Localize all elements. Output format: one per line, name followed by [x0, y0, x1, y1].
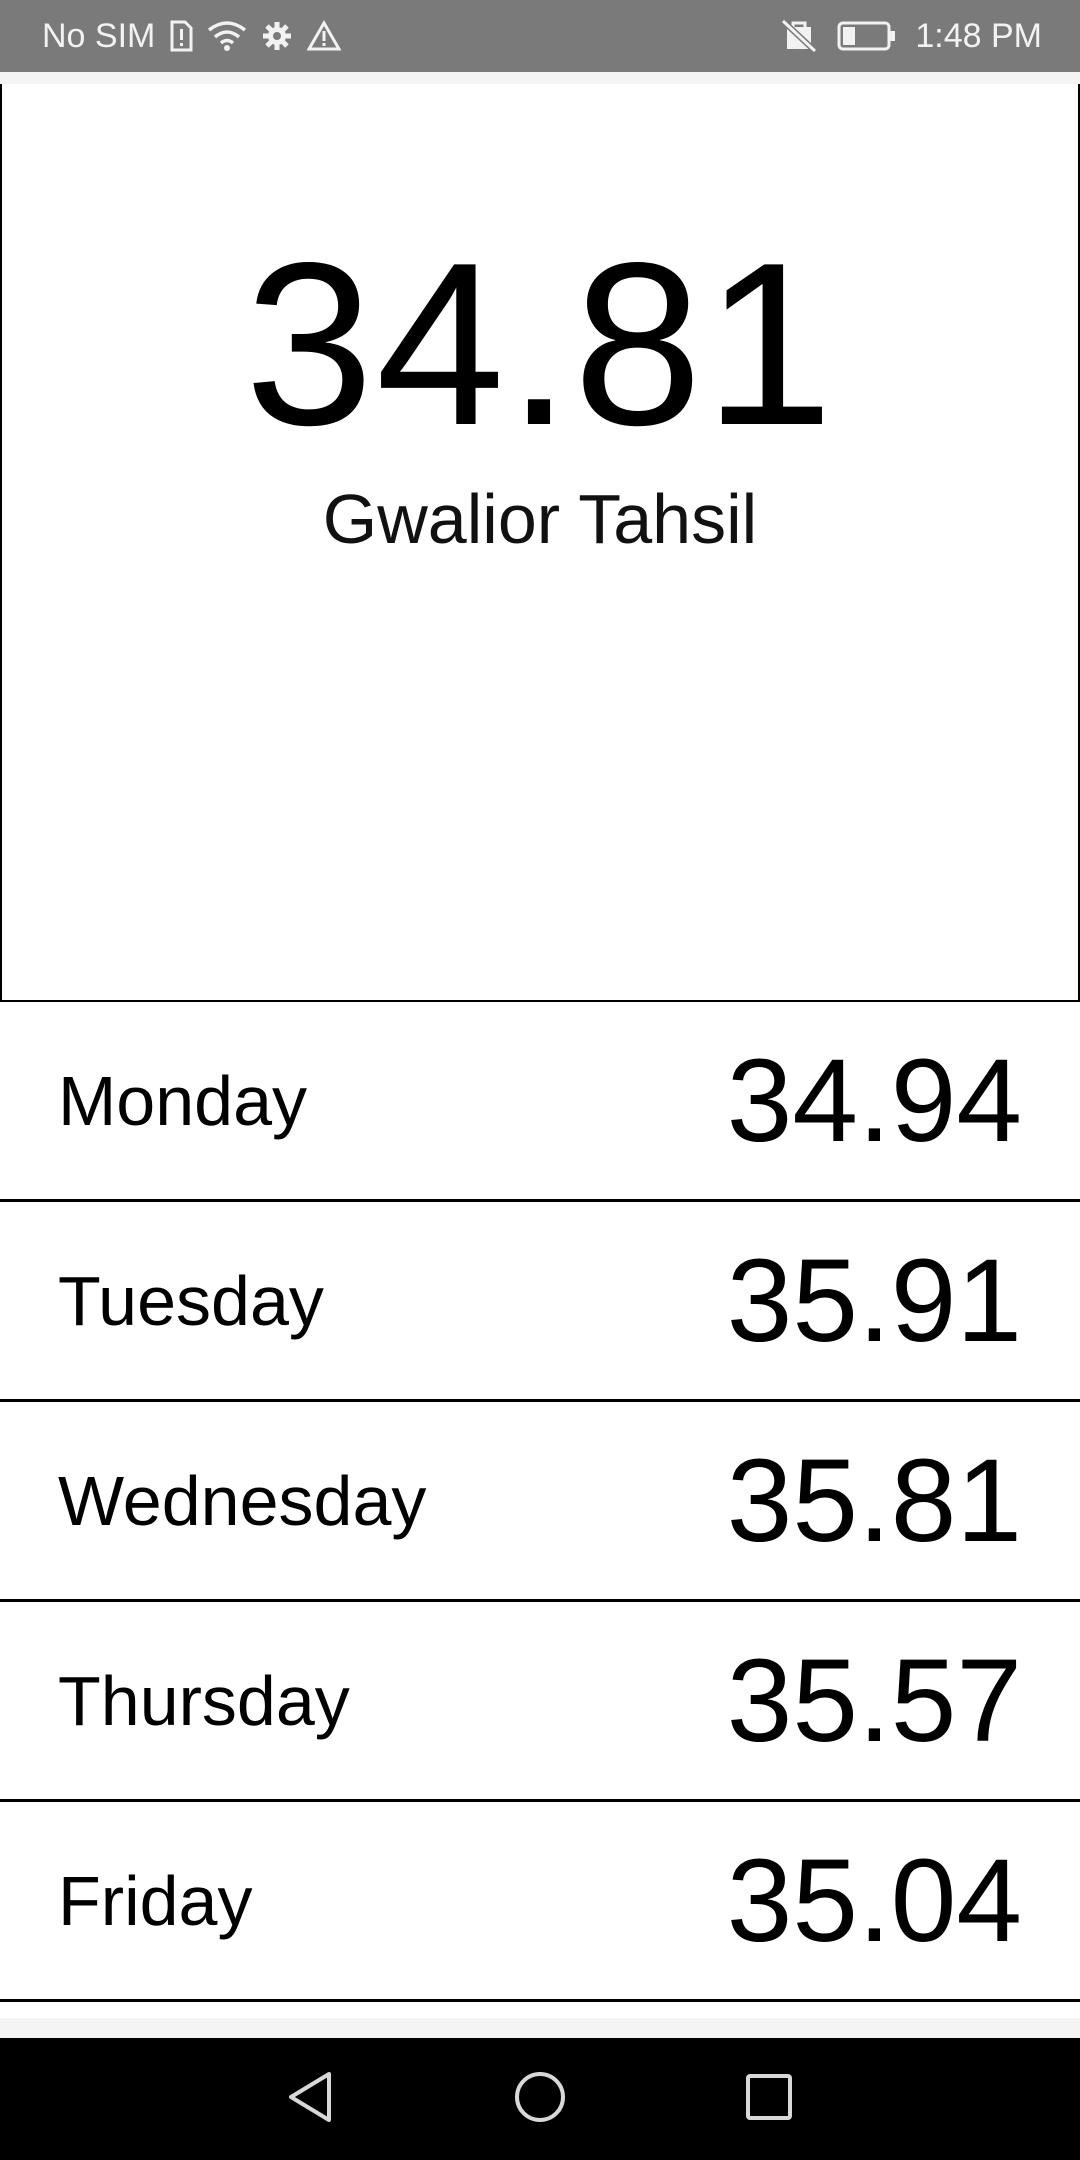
list-item[interactable]: Friday 35.04 [0, 1802, 1080, 2002]
location-name: Gwalior Tahsil [322, 480, 758, 558]
recents-button[interactable] [709, 2038, 829, 2160]
navigation-bar [0, 2038, 1080, 2160]
day-value: 35.57 [726, 1634, 1022, 1767]
battery-icon [837, 20, 897, 52]
day-value: 35.04 [726, 1834, 1022, 1967]
list-item[interactable]: Monday 34.94 [0, 1002, 1080, 1202]
warning-icon [307, 20, 342, 52]
day-label: Thursday [58, 1661, 350, 1740]
day-value: 35.91 [726, 1234, 1022, 1367]
day-label: Tuesday [58, 1261, 324, 1340]
carrier-label: No SIM [42, 16, 156, 55]
current-value: 34.81 [244, 215, 836, 474]
wifi-icon [207, 20, 247, 52]
list-item[interactable]: Thursday 35.57 [0, 1602, 1080, 1802]
clock: 1:48 PM [915, 16, 1042, 55]
day-label: Friday [58, 1861, 253, 1940]
back-icon [285, 2070, 335, 2128]
current-value-card[interactable]: 34.81 Gwalior Tahsil [0, 84, 1080, 1002]
recents-icon [744, 2072, 794, 2126]
home-button[interactable] [480, 2038, 600, 2160]
home-icon [513, 2070, 567, 2128]
bottom-divider [0, 2018, 1080, 2038]
settings-icon [261, 20, 293, 52]
top-divider [0, 72, 1080, 84]
status-bar-right: 1:48 PM [779, 0, 1042, 72]
status-bar-left: No SIM [42, 0, 342, 72]
list-item[interactable]: Tuesday 35.91 [0, 1202, 1080, 1402]
status-bar: No SIM 1:48 PM [0, 0, 1080, 72]
forecast-list: Monday 34.94 Tuesday 35.91 Wednesday 35.… [0, 1002, 1080, 2002]
no-sd-card-icon [779, 19, 819, 53]
day-value: 35.81 [726, 1434, 1022, 1567]
day-label: Monday [58, 1061, 308, 1140]
list-item[interactable]: Wednesday 35.81 [0, 1402, 1080, 1602]
day-label: Wednesday [58, 1461, 427, 1540]
back-button[interactable] [250, 2038, 370, 2160]
day-value: 34.94 [726, 1034, 1022, 1167]
sim-alert-icon [169, 20, 193, 52]
